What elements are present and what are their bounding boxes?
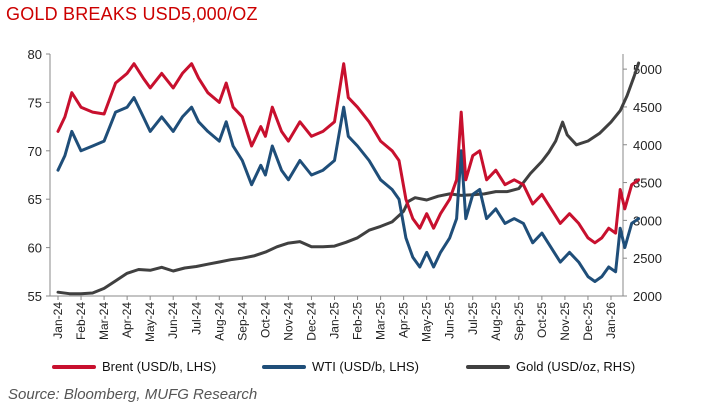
brent-line — [56, 62, 641, 245]
legend-item-brent: Brent (USD/b, LHS) — [52, 359, 216, 374]
x-tick-label: Apr-24 — [120, 302, 134, 338]
x-tick-label: Sep-25 — [512, 302, 526, 341]
right-tick-label: 2500 — [633, 251, 662, 266]
legend-item-wti: WTI (USD/b, LHS) — [262, 359, 419, 374]
legend-label-wti: WTI (USD/b, LHS) — [312, 359, 419, 374]
chart-title: GOLD BREAKS USD5,000/OZ — [6, 4, 258, 24]
legend-item-gold: Gold (USD/oz, RHS) — [466, 359, 635, 374]
right-tick-label: 4000 — [633, 138, 662, 153]
legend-label-brent: Brent (USD/b, LHS) — [102, 359, 217, 374]
x-tick-label: Oct-24 — [258, 302, 272, 338]
series-lines — [56, 61, 641, 296]
x-tick-label: Jun-24 — [166, 302, 180, 339]
legend-label-gold: Gold (USD/oz, RHS) — [516, 359, 636, 374]
x-tick-label: Dec-24 — [304, 302, 318, 341]
left-tick-label: 75 — [28, 95, 42, 110]
x-tick-label: Aug-25 — [489, 302, 503, 341]
x-tick-label: Oct-25 — [535, 302, 549, 338]
x-tick-label: Mar-24 — [97, 302, 111, 340]
x-tick-label: Jan-24 — [51, 302, 65, 339]
left-tick-label: 55 — [28, 289, 42, 304]
left-axis: 55 60 65 70 75 80 — [28, 47, 50, 304]
x-tick-label: Jan-25 — [328, 302, 342, 339]
left-tick-label: 70 — [28, 144, 42, 159]
legend-swatch-brent — [52, 364, 96, 369]
right-tick-label: 4500 — [633, 100, 662, 115]
x-tick-label: Nov-24 — [281, 302, 295, 341]
x-tick-label: Feb-25 — [351, 302, 365, 340]
wti-line — [56, 96, 641, 283]
plot-frame — [49, 54, 624, 297]
source-note: Source: Bloomberg, MUFG Research — [8, 386, 258, 403]
x-tick-label: Mar-25 — [374, 302, 388, 340]
right-axis: 2000 2500 3000 3500 4000 4500 5000 — [623, 62, 662, 304]
x-tick-label: Aug-24 — [212, 302, 226, 341]
right-tick-label: 2000 — [633, 289, 662, 304]
gold-line — [56, 61, 641, 296]
x-tick-label: Sep-24 — [235, 302, 249, 341]
x-tick-label: Apr-25 — [397, 302, 411, 338]
x-tick-label: Dec-25 — [581, 302, 595, 341]
left-tick-label: 65 — [28, 192, 42, 207]
x-tick-label: Jun-25 — [443, 302, 457, 339]
x-tick-label: Jul-24 — [189, 302, 203, 335]
x-axis: Jan-24 Feb-24 Mar-24 Apr-24 May-24 Jun-24 Jul-… — [51, 296, 618, 342]
x-tick-label: Nov-25 — [558, 302, 572, 341]
legend: Brent (USD/b, LHS) WTI (USD/b, LHS) Gold… — [0, 359, 710, 379]
right-tick-label: 5000 — [633, 62, 662, 77]
left-tick-label: 60 — [28, 241, 42, 256]
legend-swatch-wti — [262, 364, 306, 369]
x-tick-label: Jul-25 — [466, 302, 480, 335]
chart-svg: 55 60 65 70 75 80 2000 2500 3000 3500 4000 4500 500… — [28, 47, 662, 342]
x-tick-label: Feb-24 — [74, 302, 88, 340]
x-tick-label: Jan-26 — [604, 302, 618, 339]
right-tick-label: 3500 — [633, 176, 662, 191]
x-tick-label: May-25 — [420, 302, 434, 342]
legend-swatch-gold — [466, 364, 510, 369]
x-tick-label: May-24 — [143, 302, 157, 342]
left-tick-label: 80 — [28, 47, 42, 62]
right-tick-label: 3000 — [633, 213, 662, 228]
